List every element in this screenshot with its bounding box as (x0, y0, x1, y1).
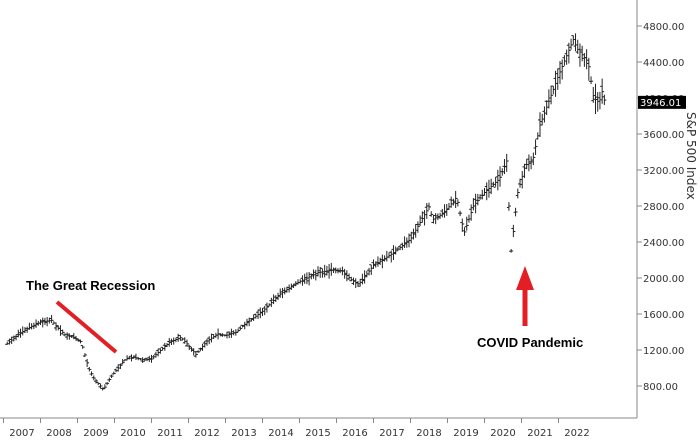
y-axis-ticks: 800.00 1200.00 1600.00 2000.00 2400.00 2800.0… (637, 22, 684, 393)
x-tick-label: 2017 (379, 428, 404, 439)
x-tick-label: 2022 (564, 428, 589, 439)
x-tick-label: 2016 (342, 428, 367, 439)
y-tick-label: 4800.00 (643, 22, 684, 33)
x-tick-label: 2015 (305, 428, 330, 439)
y-tick-label: 1200.00 (643, 346, 684, 357)
y-tick-label: 1600.00 (643, 310, 684, 321)
x-tick-label: 2010 (120, 428, 145, 439)
covid-arrow (516, 266, 534, 326)
y-tick-label: 3600.00 (643, 130, 684, 141)
last-value-badge: 3946.01 (638, 95, 686, 109)
y-tick-label: 3200.00 (643, 166, 684, 177)
x-tick-label: 2007 (9, 428, 34, 439)
price-series (5, 33, 607, 391)
y-tick-label: 2800.00 (643, 202, 684, 213)
last-value-label: 3946.01 (640, 98, 681, 109)
recession-trend-line (55, 300, 118, 354)
x-tick-label: 2021 (527, 428, 552, 439)
x-tick-label: 2018 (416, 428, 441, 439)
y-tick-label: 4400.00 (643, 58, 684, 69)
x-tick-label: 2019 (453, 428, 478, 439)
x-tick-label: 2012 (194, 428, 219, 439)
x-tick-label: 2008 (46, 428, 71, 439)
y-tick-label: 2400.00 (643, 238, 684, 249)
y-tick-label: 2000.00 (643, 274, 684, 285)
x-tick-label: 2013 (231, 428, 256, 439)
x-tick-label: 2011 (157, 428, 182, 439)
x-tick-label: 2009 (83, 428, 108, 439)
x-axis-ticks: 2007 2008 2009 2010 2011 2012 2013 2014 2015 2016… (3, 418, 590, 439)
y-axis-title: S&P 500 Index (684, 112, 698, 200)
x-tick-label: 2014 (268, 428, 293, 439)
annotation-covid-pandemic: COVID Pandemic (477, 335, 583, 350)
annotation-great-recession: The Great Recession (26, 278, 155, 293)
y-tick-label: 800.00 (643, 382, 678, 393)
x-tick-label: 2020 (490, 428, 515, 439)
